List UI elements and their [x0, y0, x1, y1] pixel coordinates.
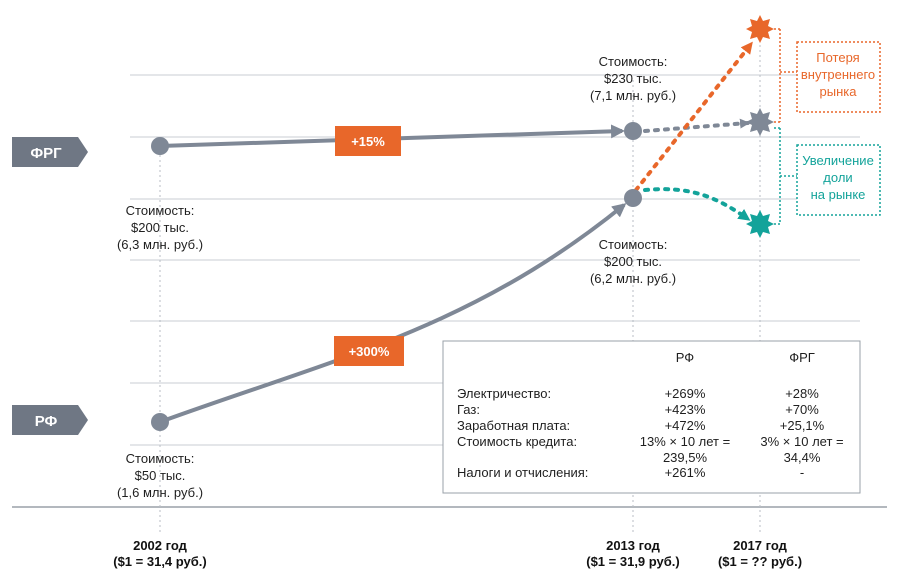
gain-note-line: на рынке — [811, 187, 866, 202]
table-cell-label: Налоги и отчисления: — [457, 465, 588, 480]
loss-note-line: внутреннего — [801, 67, 875, 82]
table-cell-rf: +472% — [665, 418, 706, 433]
cost-growth-table: РФ ФРГ Электричество: +269% +28% Газ: +4… — [442, 340, 861, 494]
rf-2002-dot — [151, 413, 169, 431]
frg-2013-dot — [624, 122, 642, 140]
table-cell-rf: 239,5% — [663, 450, 708, 465]
frg-2013-value-line: $230 тыс. — [604, 71, 662, 86]
table-cell-frg: - — [800, 465, 804, 480]
rf-2002-value: Стоимость: $50 тыс. (1,6 млн. руб.) — [117, 451, 203, 500]
loss-projection-arrow — [634, 41, 753, 192]
table-cell-frg: 34,4% — [784, 450, 821, 465]
gain-2017-marker — [746, 210, 774, 238]
table-cell-label: Электричество: — [457, 386, 551, 401]
table-cell-rf: +261% — [665, 465, 706, 480]
gain-note: Увеличение доли на рынке — [774, 127, 881, 225]
rf-2002-value-line: $50 тыс. — [135, 468, 186, 483]
year-label: 2017 год — [733, 538, 788, 553]
year-label: 2002 год — [133, 538, 188, 553]
frg-2002-dot — [151, 137, 169, 155]
loss-note-line: рынка — [820, 84, 858, 99]
loss-note-line: Потеря — [816, 50, 859, 65]
frg-2013-value: Стоимость: $230 тыс. (7,1 млн. руб.) — [590, 54, 676, 103]
year-rate: ($1 = 31,9 руб.) — [586, 554, 680, 569]
table-header-frg: ФРГ — [789, 350, 815, 365]
frg-2013-value-line: (7,1 млн. руб.) — [590, 88, 676, 103]
rf-2013-dot — [624, 189, 642, 207]
table-cell-label: Стоимость кредита: — [457, 434, 577, 449]
rf-row-tag: РФ — [12, 405, 88, 435]
rf-growth-value: +300% — [349, 344, 390, 359]
year-rate: ($1 = ?? руб.) — [718, 554, 802, 569]
rf-growth-badge: +300% — [334, 336, 404, 366]
frg-2017-marker — [746, 108, 774, 136]
table-cell-rf: 13% × 10 лет = — [640, 434, 730, 449]
table-cell-rf: +269% — [665, 386, 706, 401]
frg-growth-badge: +15% — [335, 126, 401, 156]
frg-2013-value-line: Стоимость: — [599, 54, 668, 69]
table-cell-frg: +28% — [785, 386, 819, 401]
loss-note: Потеря внутреннего рынка — [774, 28, 881, 123]
rf-2013-value: Стоимость: $200 тыс. (6,2 млн. руб.) — [590, 237, 676, 286]
rf-2013-value-line: (6,2 млн. руб.) — [590, 271, 676, 286]
year-label: 2013 год — [606, 538, 661, 553]
frg-growth-value: +15% — [351, 134, 385, 149]
table-cell-frg: +70% — [785, 402, 819, 417]
table-cell-frg: +25,1% — [780, 418, 825, 433]
loss-2017-marker — [746, 15, 774, 43]
frg-2002-value-line: Стоимость: — [126, 203, 195, 218]
rf-2013-value-line: $200 тыс. — [604, 254, 662, 269]
gain-projection-arrow — [643, 187, 751, 221]
frg-2002-value-line: (6,3 млн. руб.) — [117, 237, 203, 252]
table-header-rf: РФ — [676, 350, 695, 365]
frg-row-tag: ФРГ — [12, 137, 88, 167]
table-cell-label: Заработная плата: — [457, 418, 570, 433]
rf-row-label: РФ — [35, 413, 58, 430]
table-cell-frg: 3% × 10 лет = — [760, 434, 843, 449]
table-cell-label: Газ: — [457, 402, 480, 417]
frg-row-label: ФРГ — [30, 145, 62, 162]
gain-note-line: доли — [823, 170, 852, 185]
rf-2013-value-line: Стоимость: — [599, 237, 668, 252]
gain-note-line: Увеличение — [802, 153, 874, 168]
frg-2002-value: Стоимость: $200 тыс. (6,3 млн. руб.) — [117, 203, 203, 252]
rf-2002-value-line: Стоимость: — [126, 451, 195, 466]
frg-2002-value-line: $200 тыс. — [131, 220, 189, 235]
frg-projection-arrow — [643, 118, 750, 133]
rf-2002-value-line: (1,6 млн. руб.) — [117, 485, 203, 500]
table-cell-rf: +423% — [665, 402, 706, 417]
year-axis: 2002 год ($1 = 31,4 руб.) 2013 год ($1 =… — [113, 538, 802, 569]
year-rate: ($1 = 31,4 руб.) — [113, 554, 207, 569]
